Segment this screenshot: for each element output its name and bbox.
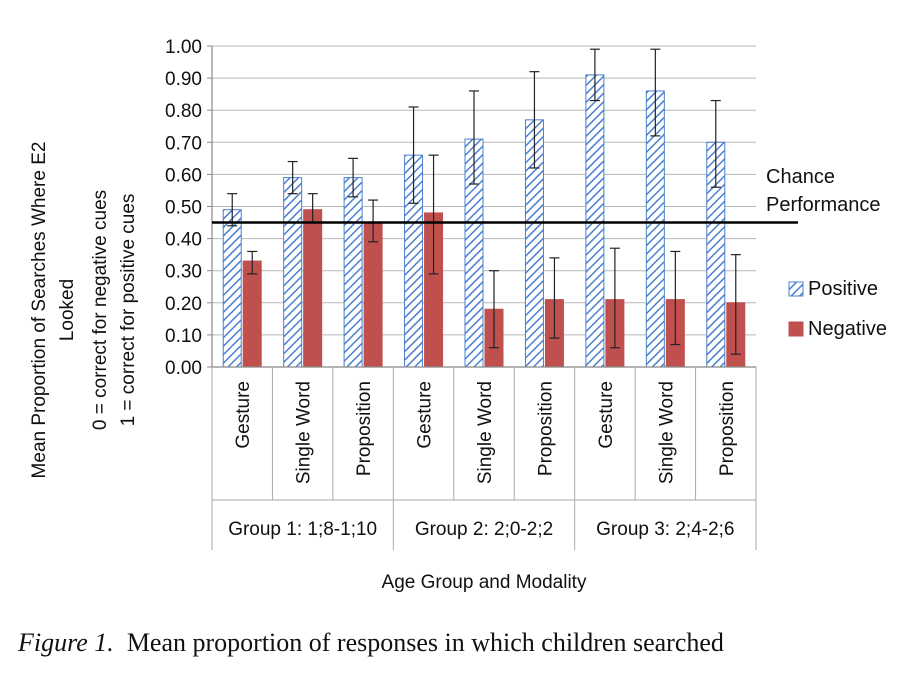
- negative-bar: [363, 222, 383, 368]
- chance-performance-label: Performance: [766, 194, 881, 216]
- x-tick-label: Single Word: [656, 381, 677, 484]
- legend-swatch-positive: [788, 281, 804, 297]
- caption-text: Mean proportion of responses in which ch…: [126, 628, 724, 657]
- x-tick-label: Single Word: [294, 381, 315, 484]
- positive-error-bar: [650, 48, 661, 137]
- figure-caption: Figure 1. Mean proportion of responses i…: [18, 628, 908, 658]
- y-axis-title-line: 0 = correct for negative cues: [90, 190, 111, 430]
- positive-bar: [222, 209, 242, 368]
- negative-error-bar: [609, 247, 620, 349]
- y-tick-label: 0.90: [165, 69, 202, 90]
- legend-label-negative: Negative: [808, 318, 887, 340]
- negative-error-bar: [368, 199, 379, 243]
- negative-error-bar: [428, 154, 439, 275]
- y-tick-label: 0.60: [165, 165, 202, 186]
- chance-performance-label: Chance: [766, 166, 835, 188]
- negative-bar: [242, 260, 262, 368]
- y-tick-label: 0.30: [165, 262, 202, 283]
- negative-error-bar: [670, 250, 681, 346]
- figure-label: Figure 1.: [18, 628, 114, 657]
- axes: [207, 45, 798, 550]
- x-tick-label: Gesture: [415, 381, 436, 449]
- positive-error-bar: [469, 90, 479, 185]
- y-tick-label: 1.00: [165, 37, 202, 58]
- x-tick-label: Proposition: [535, 381, 556, 476]
- y-tick-label: 0.50: [165, 198, 202, 219]
- y-axis-title-line: Looked: [57, 279, 78, 341]
- labels: 0.00 0.10 0.20 0.30 0.40 0.50 0.60 0.70 0.80 0.90…: [29, 37, 887, 593]
- y-tick-label: 0.80: [165, 101, 202, 122]
- x-axis-title: Age Group and Modality: [382, 572, 587, 593]
- x-tick-label: Gesture: [596, 381, 617, 449]
- positive-error-bar: [227, 193, 238, 227]
- group-label: Group 2: 2;0-2;2: [415, 519, 553, 540]
- group-label: Group 1: 1;8-1;10: [228, 519, 377, 540]
- legend-swatch-negative: [788, 321, 804, 337]
- positive-bar: [343, 177, 363, 368]
- positive-error-bar: [589, 48, 600, 102]
- y-tick-label: 0.10: [165, 326, 202, 347]
- y-tick-label: 0.00: [165, 358, 202, 379]
- y-axis-title-line: Mean Proportion of Searches Where E2: [29, 142, 50, 479]
- negative-error-bar: [549, 257, 560, 339]
- positive-error-bar: [408, 106, 419, 204]
- group-label: Group 3: 2;4-2;6: [596, 519, 734, 540]
- y-axis-title-line: 1 = correct for positive cues: [118, 194, 139, 427]
- gridlines: [212, 45, 756, 336]
- negative-error-bar: [489, 270, 499, 349]
- positive-error-bar: [529, 71, 540, 169]
- x-tick-label: Gesture: [233, 381, 254, 449]
- positive-bar: [283, 177, 303, 368]
- y-tick-label: 0.40: [165, 230, 202, 251]
- x-tick-label: Single Word: [475, 381, 496, 484]
- positive-bar: [585, 74, 605, 368]
- negative-error-bar: [730, 254, 741, 355]
- negative-bar: [303, 209, 323, 368]
- y-tick-label: 0.20: [165, 294, 202, 315]
- positive-error-bar: [287, 160, 298, 195]
- x-tick-label: Proposition: [354, 381, 375, 476]
- chart: 0.00 0.10 0.20 0.30 0.40 0.50 0.60 0.70 0.80 0.90…: [29, 37, 887, 593]
- x-tick-label: Proposition: [717, 381, 738, 476]
- positive-error-bar: [348, 157, 359, 198]
- legend-label-positive: Positive: [808, 278, 878, 300]
- negative-error-bar: [247, 250, 258, 275]
- bars: [222, 48, 746, 368]
- y-tick-label: 0.70: [165, 133, 202, 154]
- positive-error-bar: [710, 99, 721, 188]
